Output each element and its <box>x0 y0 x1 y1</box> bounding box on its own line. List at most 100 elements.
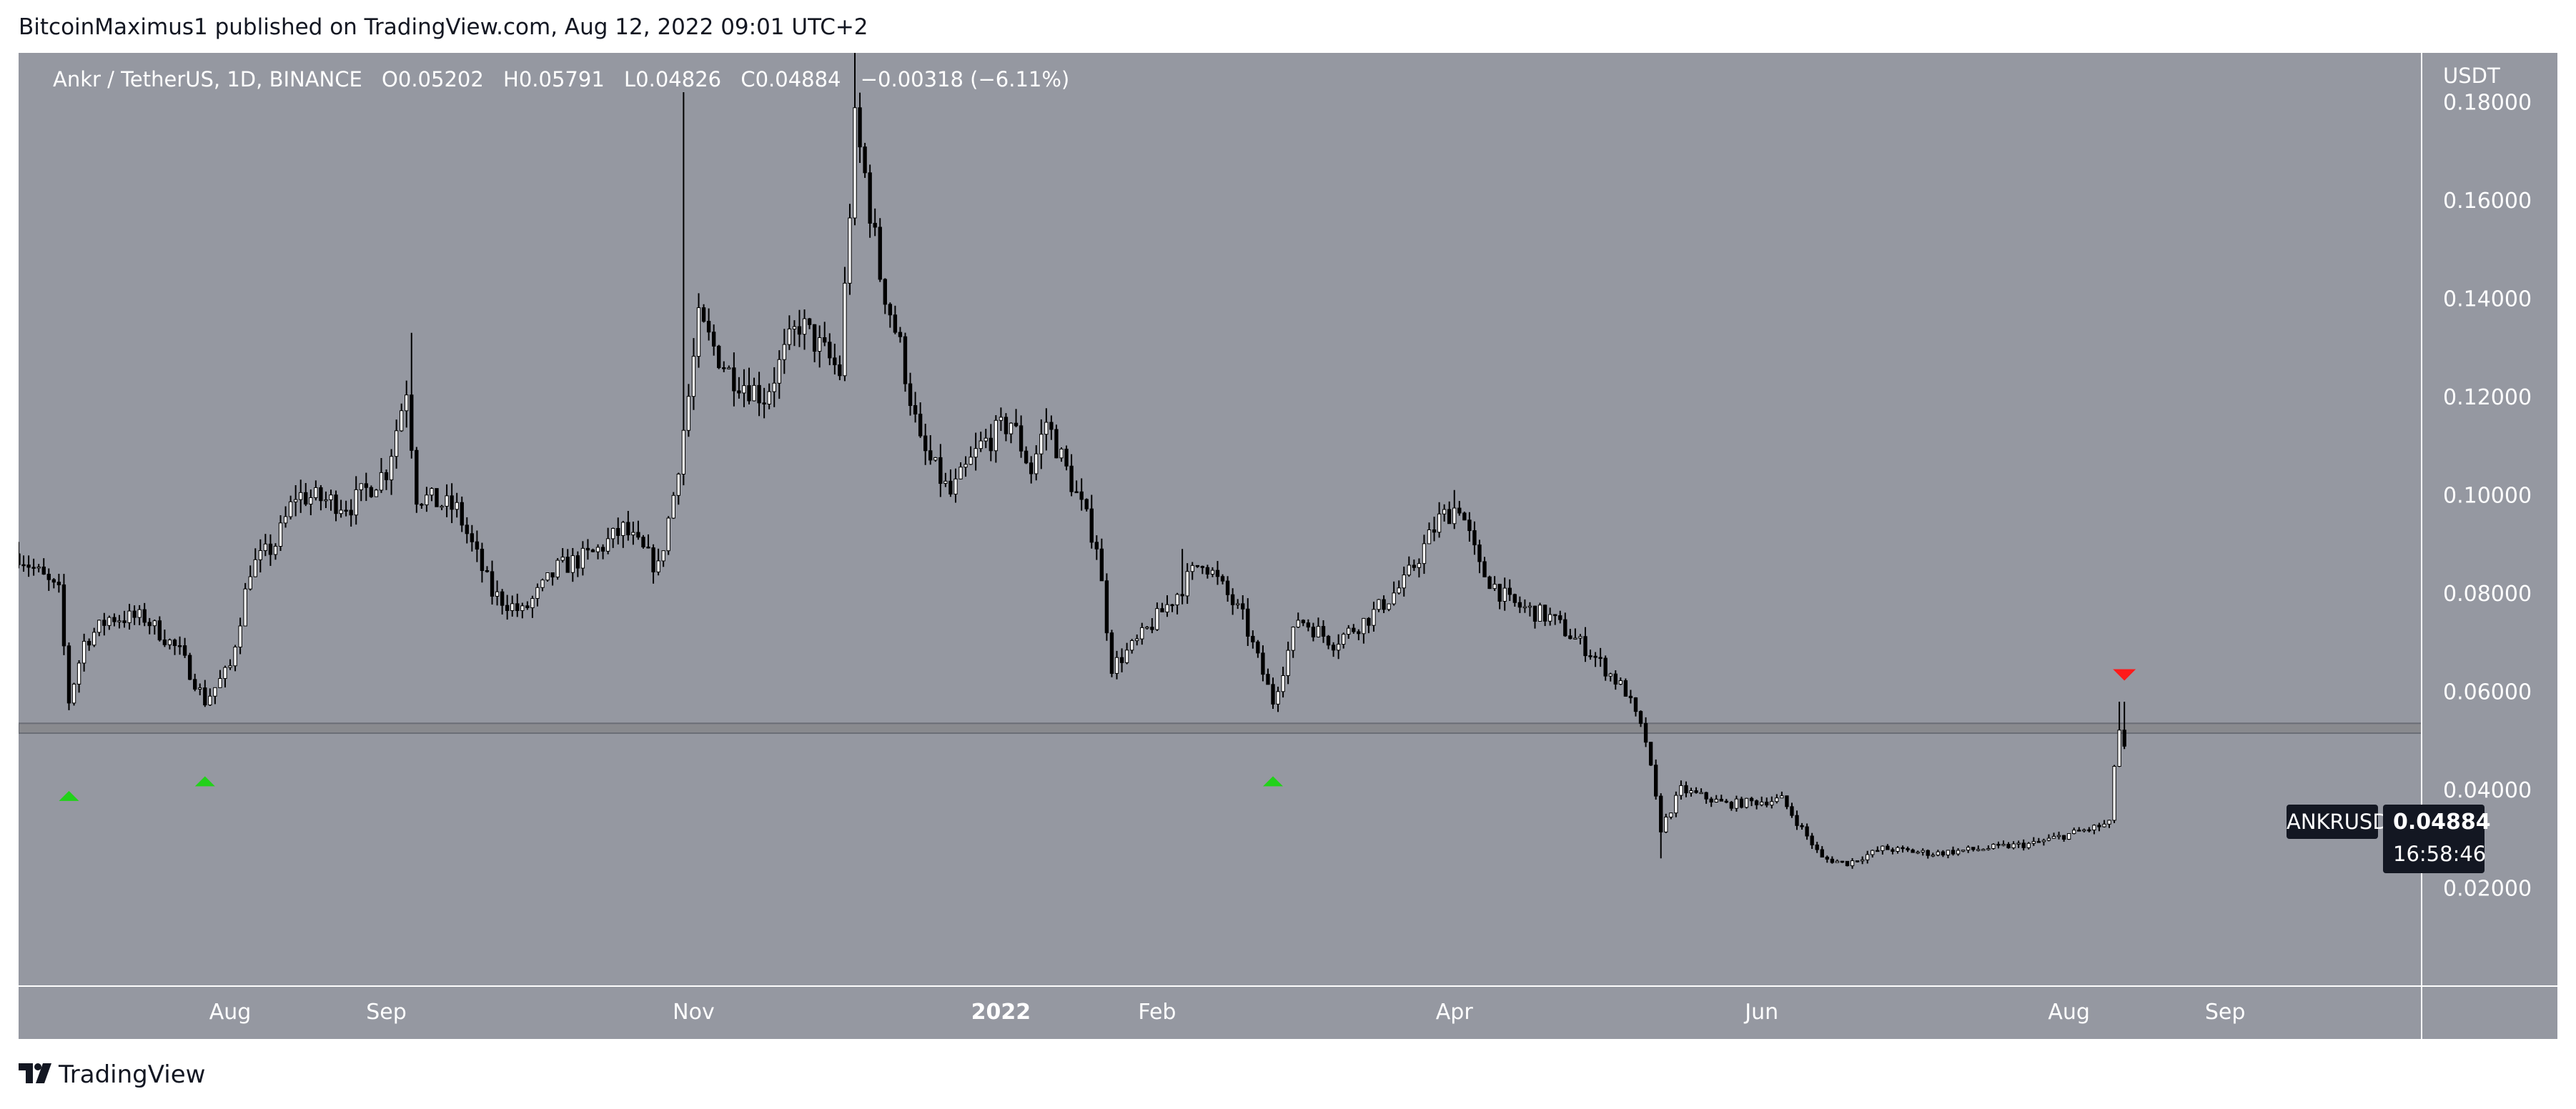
candle <box>299 479 303 513</box>
candle <box>535 583 540 607</box>
candle <box>742 369 746 407</box>
candle-body <box>132 610 137 618</box>
candle-body <box>1507 587 1512 595</box>
candle-body <box>304 492 308 504</box>
y-tick-label: 0.16000 <box>2443 189 2532 214</box>
candle-body <box>1241 603 1245 610</box>
candle-body <box>359 483 363 490</box>
candle-body <box>299 492 303 500</box>
candle <box>651 544 655 584</box>
candle-body <box>1568 635 1572 640</box>
candle <box>455 492 459 518</box>
candle <box>2097 822 2101 832</box>
candle <box>1734 795 1739 812</box>
candle <box>1845 860 1850 867</box>
candle <box>2046 834 2051 842</box>
brand-name: TradingView <box>59 1060 206 1089</box>
candle-body <box>1971 847 1976 850</box>
candle <box>888 302 893 328</box>
candle <box>1724 799 1729 804</box>
candle <box>974 432 978 471</box>
candle <box>379 457 384 493</box>
y-tick-label: 0.14000 <box>2443 287 2532 312</box>
candle-body <box>520 605 525 612</box>
candle-body <box>1991 843 1996 849</box>
candle <box>430 487 434 502</box>
candle <box>883 278 887 314</box>
candle-body <box>1140 627 1144 640</box>
candle-body <box>1598 657 1602 660</box>
candle-body <box>974 448 978 458</box>
candle <box>1780 791 1784 799</box>
candle <box>782 329 787 374</box>
candle <box>1694 787 1698 794</box>
candle-body <box>263 543 268 552</box>
candle <box>1926 849 1930 859</box>
low-label: L <box>624 67 636 91</box>
candle-body <box>958 467 963 479</box>
candle <box>465 517 469 544</box>
candle <box>1961 850 1966 852</box>
candle <box>797 309 802 347</box>
candle <box>1759 796 1764 807</box>
candle <box>233 645 237 672</box>
candle <box>1089 494 1094 549</box>
candle <box>1941 850 1946 857</box>
candle-body <box>1633 697 1638 712</box>
candle-body <box>1427 529 1432 544</box>
candle <box>1377 599 1381 612</box>
candle-body <box>117 620 122 622</box>
candle-body <box>1613 673 1618 685</box>
candle-body <box>676 474 681 496</box>
candle-body <box>1527 605 1532 608</box>
candlestick-chart[interactable]: USDT 0.02000 0.04000 0.06000 0.08000 0.10000 0… <box>19 53 2557 1039</box>
chart-area[interactable]: USDT 0.02000 0.04000 0.06000 0.08000 0.10000 0… <box>19 53 2557 1039</box>
candle <box>1583 627 1587 662</box>
candle <box>2006 842 2011 849</box>
candle-body <box>762 402 766 405</box>
x-tick-label: Sep <box>366 1000 407 1025</box>
candle-body <box>2051 836 2056 839</box>
candle-body <box>1462 512 1467 521</box>
candle-body <box>1714 798 1718 802</box>
candle <box>575 551 580 577</box>
candle <box>545 572 550 582</box>
ticker-badge: ANKRUSDT <box>2287 805 2401 839</box>
candle-body <box>1412 565 1417 568</box>
candle <box>1603 655 1607 681</box>
candle-body <box>878 227 882 280</box>
candle-body <box>1966 847 1971 851</box>
candle <box>490 560 495 605</box>
candle-body <box>1372 609 1376 626</box>
candle <box>46 568 51 591</box>
candle <box>2021 839 2026 851</box>
candle-body <box>863 146 867 174</box>
candle <box>198 683 202 696</box>
candle-body <box>2011 843 2016 849</box>
candle-body <box>1961 850 1966 852</box>
candle <box>1422 534 1427 575</box>
candle-body <box>1135 638 1139 641</box>
candle <box>1558 610 1562 624</box>
candle-body <box>873 222 877 228</box>
candle <box>127 604 132 630</box>
candle-body <box>1316 626 1321 637</box>
bar-countdown: 16:58:46 <box>2393 842 2487 866</box>
candle-body <box>853 107 857 219</box>
candle <box>898 327 903 343</box>
candle-body <box>1064 448 1069 467</box>
candle <box>56 573 61 593</box>
candle-body <box>747 385 751 402</box>
candle <box>1326 635 1331 650</box>
candle <box>122 610 127 628</box>
candle <box>1019 415 1024 458</box>
candle-body <box>2092 825 2096 830</box>
candle <box>1785 795 1789 810</box>
candle <box>1044 408 1049 451</box>
candle <box>1810 832 1814 850</box>
candle <box>1553 614 1557 625</box>
close-value: 0.04884 <box>755 67 841 91</box>
candle-body <box>420 504 424 506</box>
candle-body <box>1850 860 1855 867</box>
candle-body <box>248 576 252 590</box>
